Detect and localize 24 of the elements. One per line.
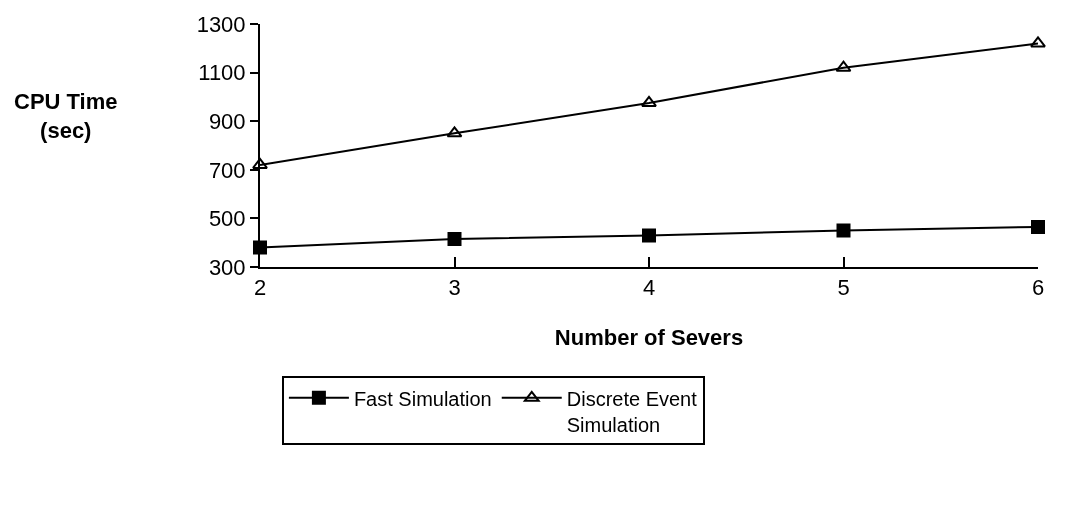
legend-label: Fast Simulation [353,387,492,410]
point [1031,219,1045,234]
x-tick-label: 5 [837,275,850,301]
x-tick-label: 2 [253,275,267,301]
x-axis-title: Number of Severs [554,324,744,350]
point [836,223,851,238]
x-tick-label: 3 [448,275,461,301]
y-tick-label: 900 [208,108,246,134]
point [641,95,657,107]
point [252,157,268,169]
point [1030,36,1046,48]
point [447,232,462,247]
y-tick-label: 700 [208,157,246,183]
y-tick-label: 1100 [198,60,246,86]
point [642,228,656,243]
y-tick-label: 500 [208,206,246,232]
y-tick-label: 300 [208,254,246,280]
y-tick-label: 1300 [196,11,246,37]
y-axis-title: CPU Time (sec) [14,89,118,143]
x-tick-label: 6 [1031,275,1045,301]
point [835,60,852,72]
point [446,126,463,138]
x-tick-label: 4 [642,275,656,301]
legend-label: Discrete Event Simulation [566,387,698,436]
